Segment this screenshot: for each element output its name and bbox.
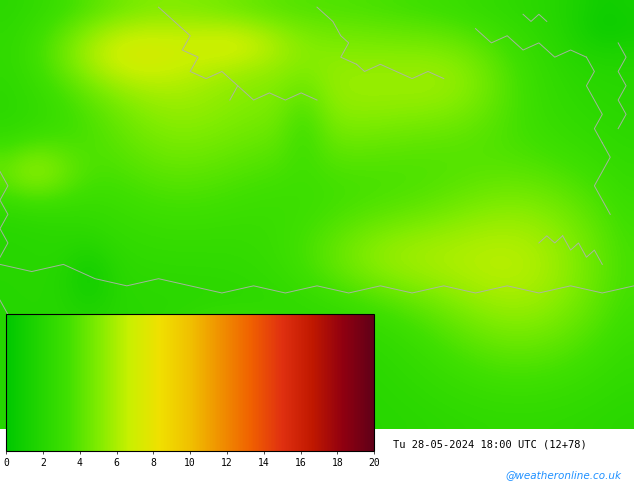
Text: @weatheronline.co.uk: @weatheronline.co.uk [505,470,621,480]
Text: Tu 28-05-2024 18:00 UTC (12+78): Tu 28-05-2024 18:00 UTC (12+78) [393,439,587,449]
Text: RH 700 hPa Spread mean+σ [gpdm] ECMWF: RH 700 hPa Spread mean+σ [gpdm] ECMWF [6,439,238,449]
